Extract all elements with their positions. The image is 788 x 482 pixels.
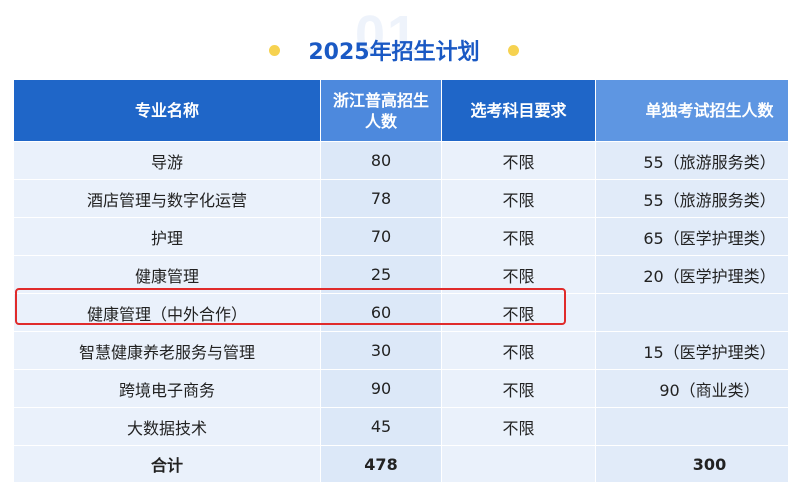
title-section: 01 2025年招生计划 [0, 0, 788, 78]
separate-exam-cell [596, 294, 788, 332]
subject-requirement-cell: 不限 [442, 142, 596, 180]
zhejiang-count-cell: 30 [321, 332, 442, 370]
table-row: 导游 80 不限 55（旅游服务类） [14, 142, 788, 180]
table-row: 护理 70 不限 65（医学护理类） [14, 218, 788, 256]
major-cell: 健康管理（中外合作） [14, 294, 321, 332]
column-header-subject-requirement: 选考科目要求 [442, 80, 596, 142]
page-title: 2025年招生计划 [308, 34, 479, 66]
column-header-separate-exam: 单独考试招生人数 [596, 80, 788, 142]
separate-exam-cell: 55（旅游服务类） [596, 142, 788, 180]
separate-exam-cell: 65（医学护理类） [596, 218, 788, 256]
major-cell: 酒店管理与数字化运营 [14, 180, 321, 218]
total-zhejiang-cell: 478 [321, 446, 442, 482]
subject-requirement-cell: 不限 [442, 370, 596, 408]
zhejiang-count-cell: 90 [321, 370, 442, 408]
total-row: 合计 478 300 [14, 446, 788, 482]
zhejiang-count-cell: 45 [321, 408, 442, 446]
separate-exam-cell [596, 408, 788, 446]
zhejiang-count-cell: 80 [321, 142, 442, 180]
separate-exam-cell: 55（旅游服务类） [596, 180, 788, 218]
subject-requirement-cell: 不限 [442, 408, 596, 446]
table-row: 健康管理 25 不限 20（医学护理类） [14, 256, 788, 294]
separate-exam-cell: 90（商业类） [596, 370, 788, 408]
major-cell: 跨境电子商务 [14, 370, 321, 408]
right-dot-icon [508, 45, 519, 56]
major-cell: 护理 [14, 218, 321, 256]
total-separate-exam-cell: 300 [596, 446, 788, 482]
major-cell: 健康管理 [14, 256, 321, 294]
separate-exam-cell: 20（医学护理类） [596, 256, 788, 294]
left-dot-icon [269, 45, 280, 56]
subject-requirement-cell: 不限 [442, 256, 596, 294]
major-cell: 导游 [14, 142, 321, 180]
subject-requirement-cell: 不限 [442, 332, 596, 370]
zhejiang-count-cell: 70 [321, 218, 442, 256]
total-label-cell: 合计 [14, 446, 321, 482]
enrollment-plan-table: 专业名称 浙江普高招生人数 选考科目要求 单独考试招生人数 导游 80 不限 5… [14, 80, 788, 482]
column-header-major: 专业名称 [14, 80, 321, 142]
major-cell: 大数据技术 [14, 408, 321, 446]
table-row: 大数据技术 45 不限 [14, 408, 788, 446]
table-row: 智慧健康养老服务与管理 30 不限 15（医学护理类） [14, 332, 788, 370]
zhejiang-count-cell: 78 [321, 180, 442, 218]
zhejiang-count-cell: 60 [321, 294, 442, 332]
subject-requirement-cell: 不限 [442, 294, 596, 332]
table-row: 跨境电子商务 90 不限 90（商业类） [14, 370, 788, 408]
table-row: 酒店管理与数字化运营 78 不限 55（旅游服务类） [14, 180, 788, 218]
major-cell: 智慧健康养老服务与管理 [14, 332, 321, 370]
title-row: 2025年招生计划 [0, 30, 788, 70]
table-header-row: 专业名称 浙江普高招生人数 选考科目要求 单独考试招生人数 [14, 80, 788, 142]
subject-requirement-cell: 不限 [442, 180, 596, 218]
table-row-highlighted: 健康管理（中外合作） 60 不限 [14, 294, 788, 332]
zhejiang-count-cell: 25 [321, 256, 442, 294]
total-subject-cell [442, 446, 596, 482]
column-header-zhejiang-enrollment: 浙江普高招生人数 [321, 80, 442, 142]
subject-requirement-cell: 不限 [442, 218, 596, 256]
separate-exam-cell: 15（医学护理类） [596, 332, 788, 370]
